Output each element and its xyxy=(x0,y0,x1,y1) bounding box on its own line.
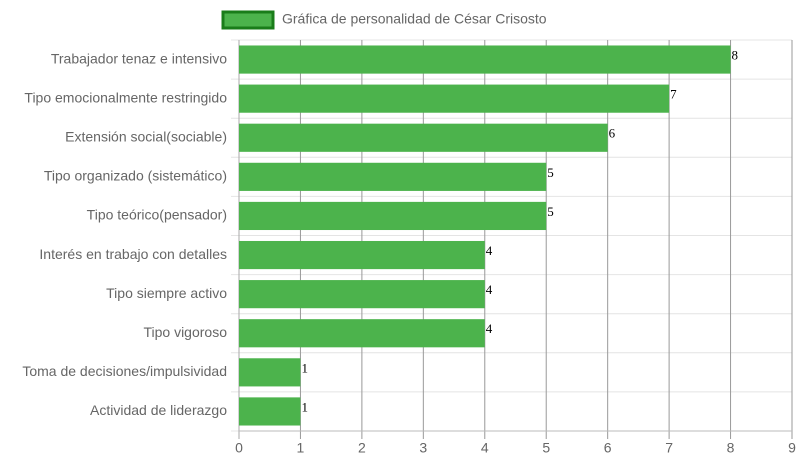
value-label: 6 xyxy=(609,126,616,141)
y-tick-label: Actividad de liderazgo xyxy=(90,402,227,418)
bar xyxy=(239,397,301,426)
value-label: 5 xyxy=(547,165,554,180)
value-label: 1 xyxy=(301,399,308,414)
bar xyxy=(239,84,670,113)
x-tick-label: 1 xyxy=(297,440,305,456)
value-label: 4 xyxy=(486,282,493,297)
x-tick-label: 0 xyxy=(235,440,243,456)
bar xyxy=(239,240,485,270)
value-label: 4 xyxy=(486,243,493,258)
value-label: 4 xyxy=(486,321,493,336)
x-tick-label: 2 xyxy=(358,440,366,456)
bar xyxy=(239,45,731,74)
bar xyxy=(239,280,485,309)
bar xyxy=(239,123,608,152)
x-tick-label: 5 xyxy=(542,440,550,456)
bar xyxy=(239,319,485,348)
bar xyxy=(239,201,547,231)
legend-swatch xyxy=(221,10,275,30)
value-label: 7 xyxy=(670,87,677,102)
legend-label: Gráfica de personalidad de César Crisost… xyxy=(282,11,547,27)
y-tick-label: Tipo organizado (sistemático) xyxy=(44,168,227,184)
bar xyxy=(239,162,547,191)
value-label: 1 xyxy=(301,360,308,375)
y-tick-label: Trabajador tenaz e intensivo xyxy=(51,50,227,66)
y-tick-label: Tipo vigoroso xyxy=(143,324,227,340)
value-label: 5 xyxy=(547,204,554,219)
bar xyxy=(239,358,301,387)
y-tick-label: Tipo teórico(pensador) xyxy=(87,207,227,223)
x-tick-label: 6 xyxy=(604,440,612,456)
value-label: 8 xyxy=(732,48,739,63)
x-tick-label: 8 xyxy=(727,440,735,456)
x-tick-label: 7 xyxy=(665,440,673,456)
y-tick-label: Toma de decisiones/impulsividad xyxy=(22,363,227,379)
y-tick-label: Extensión social(sociable) xyxy=(65,128,227,144)
x-tick-label: 3 xyxy=(419,440,427,456)
y-tick-label: Interés en trabajo con detalles xyxy=(39,246,227,262)
x-tick-label: 9 xyxy=(788,440,796,456)
x-tick-label: 4 xyxy=(481,440,489,456)
y-tick-label: Tipo emocionalmente restringido xyxy=(24,89,227,105)
y-tick-label: Tipo siempre activo xyxy=(106,285,227,301)
